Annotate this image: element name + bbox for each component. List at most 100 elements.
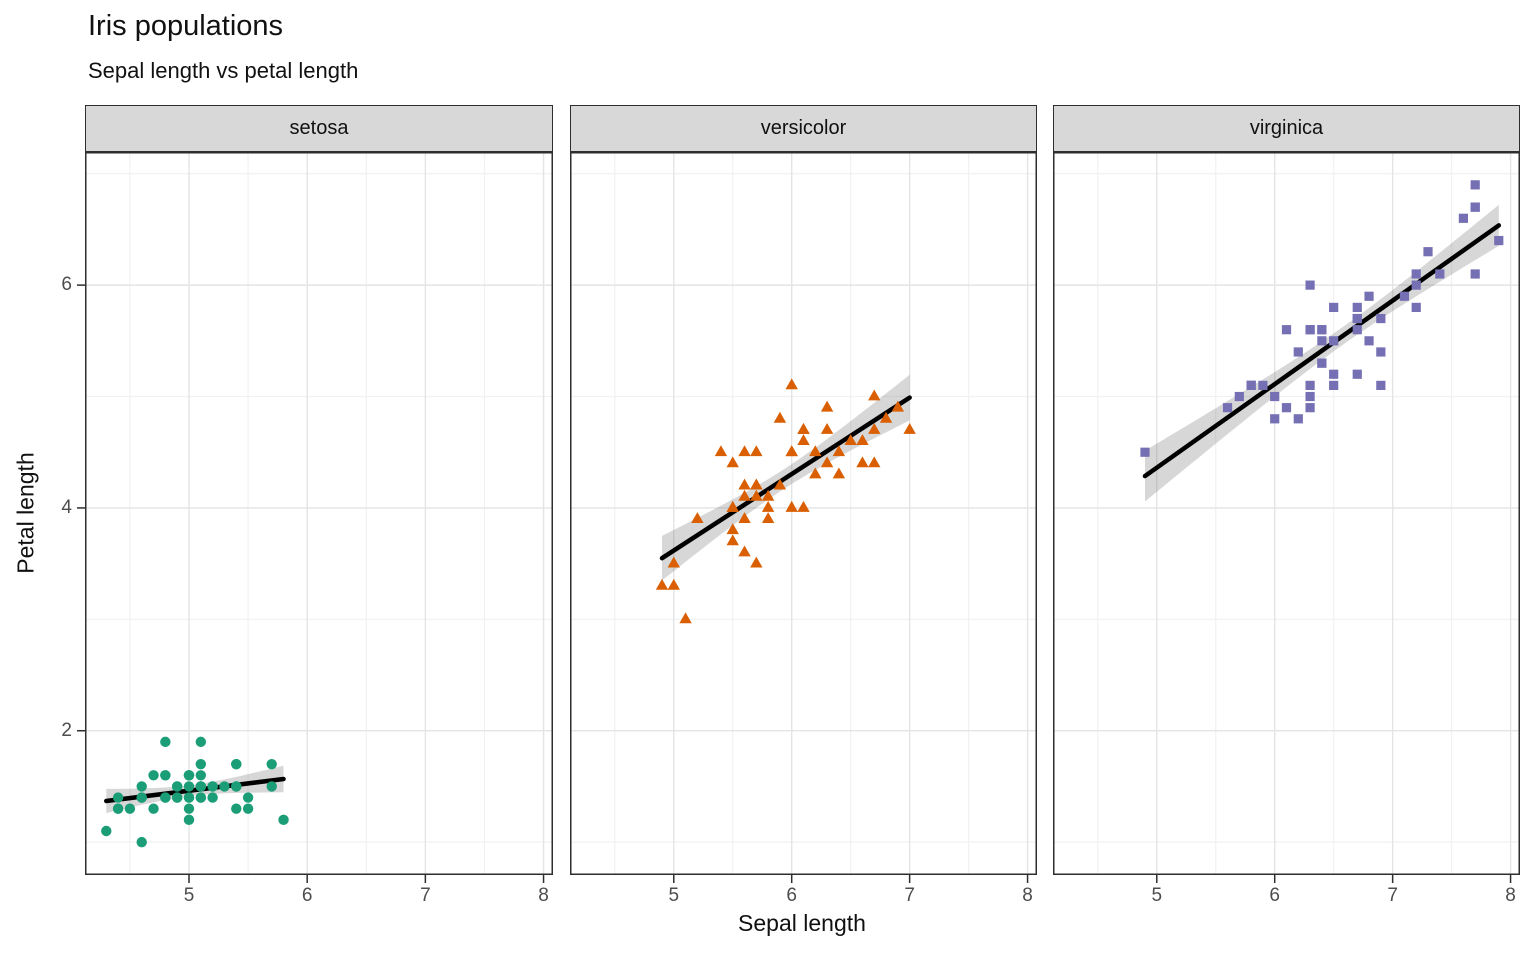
x-tick-label: 7 <box>420 885 431 906</box>
data-point-setosa <box>136 836 147 848</box>
data-point-versicolor <box>738 478 751 490</box>
data-point-setosa <box>195 770 207 781</box>
facet-strip-setosa: setosa <box>85 105 553 152</box>
data-point-versicolor <box>655 578 669 590</box>
data-point-setosa <box>195 781 207 792</box>
data-point-setosa <box>136 781 147 792</box>
data-point-versicolor <box>750 478 763 490</box>
data-point-virginica <box>1270 414 1280 424</box>
data-point-virginica <box>1376 313 1386 324</box>
data-point-virginica <box>1305 380 1315 390</box>
data-point-setosa <box>183 781 195 792</box>
data-point-virginica <box>1376 347 1386 357</box>
data-point-virginica <box>1352 369 1362 379</box>
data-point-versicolor <box>891 400 905 412</box>
data-point-setosa <box>136 792 147 803</box>
data-point-versicolor <box>726 534 739 546</box>
data-point-virginica <box>1364 291 1374 301</box>
data-point-setosa <box>148 803 159 814</box>
x-tick-label: 7 <box>904 885 915 906</box>
data-point-virginica <box>1293 414 1303 424</box>
facet-strip-label: virginica <box>1249 117 1324 139</box>
data-point-versicolor <box>844 434 857 445</box>
data-point-versicolor <box>761 500 775 512</box>
panel-border <box>1053 152 1520 875</box>
data-point-virginica <box>1305 325 1315 335</box>
data-point-virginica <box>1470 180 1480 190</box>
data-point-versicolor <box>820 422 834 434</box>
data-point-versicolor <box>738 445 751 457</box>
facet-panel-setosa <box>77 152 553 883</box>
x-axis-title: Sepal length <box>738 910 866 936</box>
data-point-versicolor <box>820 400 834 412</box>
data-point-virginica <box>1329 380 1339 390</box>
data-point-setosa <box>266 781 277 792</box>
data-point-virginica <box>1305 403 1315 413</box>
data-point-setosa <box>148 770 159 781</box>
panel-border <box>570 152 1037 875</box>
data-point-versicolor <box>797 422 810 434</box>
data-point-setosa <box>112 792 124 803</box>
panel-border <box>85 152 553 875</box>
data-point-virginica <box>1270 391 1280 402</box>
data-point-virginica <box>1281 325 1292 335</box>
regression-line <box>659 395 912 561</box>
facet-strip-versicolor: versicolor <box>570 105 1037 152</box>
data-point-virginica <box>1376 380 1386 390</box>
data-point-virginica <box>1411 280 1421 290</box>
data-point-versicolor <box>738 489 751 501</box>
y-axis-title: Petal length <box>12 452 39 574</box>
data-point-setosa <box>278 814 289 826</box>
x-tick-label: 8 <box>1022 885 1033 906</box>
data-point-virginica <box>1329 302 1339 313</box>
data-point-setosa <box>266 758 277 770</box>
data-point-versicolor <box>785 445 798 457</box>
x-tick-label: 7 <box>1387 885 1398 906</box>
data-point-virginica <box>1293 347 1303 357</box>
data-point-versicolor <box>750 556 763 568</box>
data-point-setosa <box>195 758 207 770</box>
data-point-versicolor <box>761 512 775 523</box>
data-point-versicolor <box>856 456 869 468</box>
data-point-virginica <box>1399 291 1410 301</box>
y-tick-label: 2 <box>61 719 72 741</box>
data-point-versicolor <box>773 411 787 423</box>
data-point-versicolor <box>809 467 822 479</box>
data-point-virginica <box>1329 336 1339 346</box>
data-point-versicolor <box>809 445 822 457</box>
data-point-versicolor <box>714 445 728 457</box>
data-point-versicolor <box>820 456 834 468</box>
x-tick-label: 6 <box>786 885 797 906</box>
data-point-versicolor <box>868 456 881 468</box>
data-point-versicolor <box>691 512 704 523</box>
facet-strip-virginica: virginica <box>1053 105 1520 152</box>
plot-subtitle: Sepal length vs petal length <box>88 58 359 83</box>
data-point-virginica <box>1458 213 1468 223</box>
data-point-virginica <box>1140 447 1150 457</box>
data-point-setosa <box>183 814 195 826</box>
data-point-setosa <box>219 781 230 792</box>
data-point-virginica <box>1352 313 1362 324</box>
data-point-versicolor <box>726 500 739 512</box>
data-point-setosa <box>160 792 171 803</box>
data-point-virginica <box>1411 269 1421 279</box>
facet-strip-label: setosa <box>289 117 349 139</box>
data-point-setosa <box>124 803 136 814</box>
x-tick-label: 8 <box>538 885 549 906</box>
data-point-setosa <box>171 792 183 803</box>
data-point-virginica <box>1305 391 1315 402</box>
data-point-versicolor <box>726 523 739 535</box>
data-point-virginica <box>1352 325 1362 335</box>
data-point-setosa <box>112 803 124 814</box>
data-point-setosa <box>183 803 195 814</box>
data-point-versicolor <box>797 500 810 512</box>
data-point-versicolor <box>667 556 680 568</box>
data-point-versicolor <box>856 434 869 445</box>
data-point-versicolor <box>667 578 680 590</box>
data-point-versicolor <box>832 445 846 457</box>
data-point-virginica <box>1435 269 1445 279</box>
data-point-setosa <box>171 781 183 792</box>
data-point-setosa <box>207 792 218 803</box>
data-point-virginica <box>1411 302 1421 313</box>
